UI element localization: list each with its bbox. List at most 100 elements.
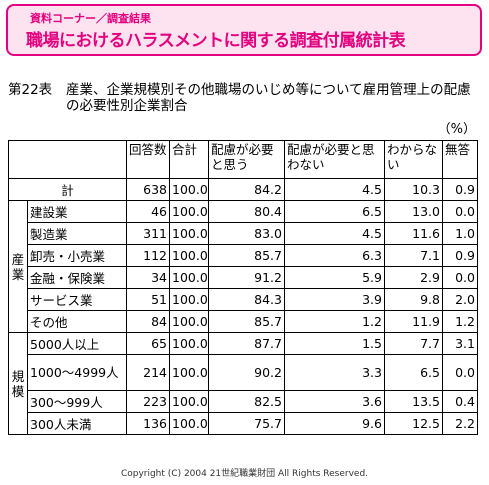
table-cell: 11.6 <box>384 222 443 245</box>
corner-cell <box>8 140 127 179</box>
header-row: 回答数 合計 配慮が必要と思う 配慮が必要と思わない わからない 無答 <box>8 140 478 179</box>
table-cell: 84.2 <box>208 178 285 201</box>
table-cell: 10.3 <box>384 178 443 201</box>
table-cell: 100.0 <box>169 354 209 391</box>
table-cell: 75.7 <box>208 412 285 435</box>
table-cell: 0.9 <box>442 178 478 201</box>
stats-table: 回答数 合計 配慮が必要と思う 配慮が必要と思わない わからない 無答 計 638… <box>8 140 478 435</box>
row-label: その他 <box>27 310 127 333</box>
table-cell: 100.0 <box>169 390 209 413</box>
table-cell: 0.0 <box>442 266 478 289</box>
table-cell: 136 <box>126 412 170 435</box>
table-cell: 1.2 <box>284 310 385 333</box>
table-cell: 65 <box>126 332 170 355</box>
row-label: 計 <box>8 178 127 201</box>
row-label: サービス業 <box>27 288 127 311</box>
table-cell: 1.5 <box>284 332 385 355</box>
table-cell: 85.7 <box>208 310 285 333</box>
table-cell: 2.9 <box>384 266 443 289</box>
table-cell: 91.2 <box>208 266 285 289</box>
row-label: 1000～4999人 <box>27 354 127 391</box>
table-row: 産業 建設業 46 100.0 80.4 6.5 13.0 0.0 <box>8 200 478 333</box>
table-cell: 9.8 <box>384 288 443 311</box>
row-label: 卸売・小売業 <box>27 244 127 267</box>
table-row: 金融・保険業 34 100.0 91.2 5.9 2.9 0.0 <box>9 266 478 289</box>
row-label: 300～999人 <box>27 390 127 413</box>
col-header: わからない <box>384 140 443 179</box>
table-cell: 80.4 <box>208 200 285 223</box>
row-label: 製造業 <box>27 222 127 245</box>
table-cell: 100.0 <box>169 332 209 355</box>
table-cell: 7.1 <box>384 244 443 267</box>
table-cell: 5.9 <box>284 266 385 289</box>
col-header: 配慮が必要と思う <box>208 140 285 179</box>
table-cell: 85.7 <box>208 244 285 267</box>
table-cell: 6.3 <box>284 244 385 267</box>
table-cell: 13.5 <box>384 390 443 413</box>
table-cell: 34 <box>126 266 170 289</box>
table-cell: 0.9 <box>442 244 478 267</box>
col-header: 配慮が必要と思わない <box>284 140 385 179</box>
table-cell: 100.0 <box>169 178 209 201</box>
unit-label: （%） <box>437 122 476 137</box>
group-label: 規模 <box>8 332 28 435</box>
table-cell: 83.0 <box>208 222 285 245</box>
table-cell: 223 <box>126 390 170 413</box>
table-cell: 12.5 <box>384 412 443 435</box>
table-cell: 4.5 <box>284 222 385 245</box>
table-cell: 1.0 <box>442 222 478 245</box>
table-cell: 4.5 <box>284 178 385 201</box>
row-label: 300人未満 <box>27 412 127 435</box>
table-row: 規模 5000人以上 65 100.0 87.7 1.5 7.7 3.1 <box>8 332 478 435</box>
table-row: 1000～4999人 214 100.0 90.2 3.3 6.5 0.0 <box>9 354 478 391</box>
row-label: 建設業 <box>27 200 127 223</box>
table-row: 卸売・小売業 112 100.0 85.7 6.3 7.1 0.9 <box>9 244 478 267</box>
table-row: 300人未満 136 100.0 75.7 9.6 12.5 2.2 <box>9 412 478 435</box>
table-cell: 0.0 <box>442 200 478 223</box>
table-cell: 84.3 <box>208 288 285 311</box>
table-cell: 100.0 <box>169 310 209 333</box>
copyright-footer: Copyright (C) 2004 21世紀職業財団 All Rights R… <box>120 469 369 479</box>
table-cell: 7.7 <box>384 332 443 355</box>
section-kicker: 資料コーナー／調査結果 <box>30 12 151 25</box>
table-row-total: 計 638 100.0 84.2 4.5 10.3 0.9 <box>8 178 478 201</box>
table-cell: 214 <box>126 354 170 391</box>
row-label: 5000人以上 <box>27 332 127 355</box>
col-header: 無答 <box>442 140 478 179</box>
table-row: 製造業 311 100.0 83.0 4.5 11.6 1.0 <box>9 222 478 245</box>
table-cell: 82.5 <box>208 390 285 413</box>
row-label: 金融・保険業 <box>27 266 127 289</box>
table-cell: 51 <box>126 288 170 311</box>
col-header: 回答数 <box>126 140 170 179</box>
table-cell: 6.5 <box>384 354 443 391</box>
table-cell: 100.0 <box>169 222 209 245</box>
table-cell: 46 <box>126 200 170 223</box>
table-cell: 100.0 <box>169 412 209 435</box>
table-cell: 3.1 <box>442 332 478 355</box>
table-cell: 0.0 <box>442 354 478 391</box>
table-cell: 87.7 <box>208 332 285 355</box>
header-banner: 資料コーナー／調査結果 職場におけるハラスメントに関する調査付属統計表 <box>6 4 482 56</box>
table-cell: 2.0 <box>442 288 478 311</box>
table-row: 300～999人 223 100.0 82.5 3.6 13.5 0.4 <box>9 390 478 413</box>
table-cell: 90.2 <box>208 354 285 391</box>
table-cell: 84 <box>126 310 170 333</box>
table-cell: 6.5 <box>284 200 385 223</box>
table-cell: 100.0 <box>169 288 209 311</box>
table-body: 計 638 100.0 84.2 4.5 10.3 0.9 産業 建設業 46 100.0 80.4 6… <box>8 178 478 435</box>
table-cell: 13.0 <box>384 200 443 223</box>
table-cell: 100.0 <box>169 200 209 223</box>
table-cell: 100.0 <box>169 244 209 267</box>
group-label: 産業 <box>8 200 28 333</box>
table-cell: 3.3 <box>284 354 385 391</box>
table-cell: 112 <box>126 244 170 267</box>
table-cell: 3.6 <box>284 390 385 413</box>
table-cell: 9.6 <box>284 412 385 435</box>
table-title: 産業、企業規模別その他職場のいじめ等について雇用管理上の配慮の必要性別企業割合 <box>66 82 471 114</box>
table-cell: 11.9 <box>384 310 443 333</box>
table-cell: 311 <box>126 222 170 245</box>
table-cell: 638 <box>126 178 170 201</box>
table-cell: 0.4 <box>442 390 478 413</box>
col-header: 合計 <box>169 140 209 179</box>
table-cell: 3.9 <box>284 288 385 311</box>
